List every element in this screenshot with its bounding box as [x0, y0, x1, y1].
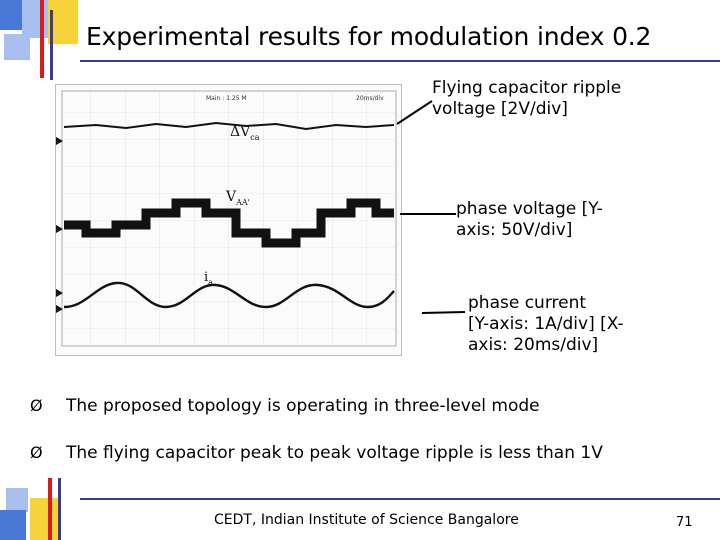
slide-title: Experimental results for modulation inde… [86, 22, 652, 51]
trace-label-current-sub: a [208, 278, 213, 287]
scope-traces: Main : 1.25 M 20ms/div ΔVca VAA' ia [56, 90, 397, 347]
channel-marker-2 [56, 225, 63, 233]
callout-voltage-line-1: phase voltage [Y- [456, 199, 603, 219]
capacitor-ripple-trace [63, 121, 395, 131]
callout-voltage-line-2: axis: 50V/div] [456, 220, 573, 240]
callout-capacitor-line-2: voltage [2V/div] [432, 99, 568, 119]
channel-marker-1 [56, 137, 63, 145]
footer-divider [80, 498, 720, 500]
svg-text:ΔVca: ΔVca [230, 124, 260, 142]
bullet-item: Ø The proposed topology is operating in t… [30, 396, 540, 416]
bullet-arrow-icon: Ø [30, 443, 43, 462]
trace-label-phase-voltage-sub: AA' [235, 198, 250, 207]
trace-label-phase-voltage: V [225, 189, 237, 205]
callout-capacitor-line-1: Flying capacitor ripple [432, 78, 622, 98]
bullet-item: Ø The flying capacitor peak to peak volta… [30, 443, 603, 463]
callout-current-line-3: axis: 20ms/div] [468, 335, 599, 355]
callout-phase-current: phase current [Y-axis: 1A/div] [X- axis:… [468, 293, 624, 356]
channel-marker-3 [56, 289, 63, 297]
corner-decoration-bottom [0, 478, 80, 540]
footer-text: CEDT, Indian Institute of Science Bangal… [214, 512, 519, 528]
bullet-text: The proposed topology is operating in th… [66, 396, 540, 416]
svg-text:ia: ia [204, 270, 213, 287]
scope-header-right: 20ms/div [356, 95, 384, 102]
callout-current-line-1: phase current [468, 293, 587, 313]
phase-voltage-trace [64, 198, 394, 248]
callout-capacitor-ripple: Flying capacitor ripple voltage [2V/div] [432, 78, 621, 120]
bullet-arrow-icon: Ø [30, 396, 43, 415]
oscilloscope-screenshot: Main : 1.25 M 20ms/div ΔVca VAA' ia [55, 84, 402, 356]
scope-header-left: Main : 1.25 M [206, 95, 247, 102]
bullet-text: The flying capacitor peak to peak voltag… [66, 443, 603, 463]
svg-text:VAA': VAA' [225, 189, 250, 207]
corner-decoration-top [0, 0, 80, 80]
trace-label-capacitor-sub: ca [250, 133, 259, 142]
page-number: 71 [676, 515, 693, 530]
title-divider [80, 60, 720, 62]
callout-phase-voltage: phase voltage [Y- axis: 50V/div] [456, 199, 603, 241]
phase-current-trace [63, 281, 395, 309]
channel-marker-4 [56, 305, 63, 313]
callout-current-line-2: [Y-axis: 1A/div] [X- [468, 314, 624, 334]
trace-label-capacitor: ΔV [230, 124, 251, 140]
trace-label-current: i [204, 270, 208, 285]
